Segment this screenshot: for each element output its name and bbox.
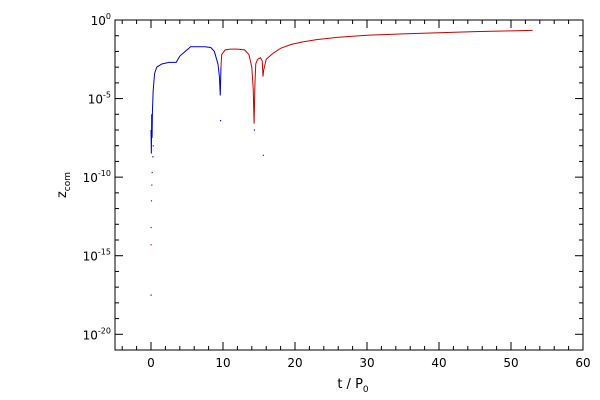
red-data-point bbox=[151, 184, 153, 186]
y-tick-label: 10-15 bbox=[83, 248, 111, 264]
data-series bbox=[150, 29, 533, 154]
x-tick-label: 40 bbox=[431, 356, 446, 370]
plot-frame bbox=[114, 19, 584, 351]
y-tick-labels: 10-20 10-15 10-10 10-5 100 bbox=[83, 12, 111, 342]
x-tick-label: 0 bbox=[147, 356, 155, 370]
x-tick-label: 60 bbox=[575, 356, 590, 370]
blue-data-point bbox=[150, 294, 152, 296]
blue-data-point bbox=[219, 120, 222, 122]
x-tick-labels: 0 10 20 30 40 50 60 bbox=[147, 356, 590, 370]
red-data-point bbox=[151, 171, 153, 174]
x-tick-label: 10 bbox=[215, 356, 230, 370]
red-data-point bbox=[150, 200, 153, 202]
red-data-point bbox=[150, 244, 152, 246]
red-data-point bbox=[150, 226, 152, 229]
y-tick-label: 10-20 bbox=[83, 326, 111, 342]
y-tick-label: 10-5 bbox=[88, 91, 111, 107]
axis-ticks bbox=[115, 19, 584, 351]
x-tick-label: 50 bbox=[503, 356, 518, 370]
x-tick-label: 20 bbox=[287, 356, 302, 370]
scatter-points bbox=[150, 120, 265, 296]
red-data-point bbox=[262, 154, 265, 156]
blue-data-point bbox=[253, 129, 256, 131]
red-data-point bbox=[152, 145, 154, 147]
x-axis-title: t / P0 bbox=[337, 377, 369, 395]
y-tick-label: 100 bbox=[91, 12, 111, 28]
y-tick-label: 10-10 bbox=[83, 169, 111, 185]
x-tick-label: 30 bbox=[359, 356, 374, 370]
blue-series-line bbox=[150, 46, 222, 154]
y-axis-title: zcom bbox=[55, 172, 73, 198]
red-series-line bbox=[220, 29, 533, 124]
blue-data-point bbox=[152, 156, 154, 158]
